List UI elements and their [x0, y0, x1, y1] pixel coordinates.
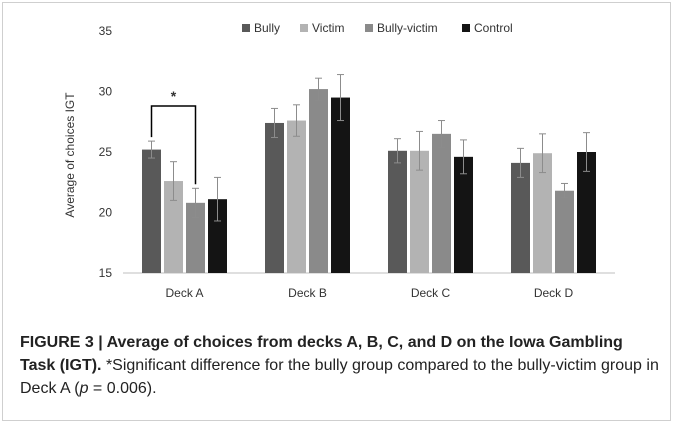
bar	[555, 191, 574, 273]
bar	[142, 150, 161, 273]
chart-legend: Bully Victim Bully-victim Control	[242, 21, 513, 35]
legend-label: Victim	[312, 21, 344, 35]
legend-label: Bully	[254, 21, 280, 35]
bar-chart: 15 20 25 30 35 Deck A Deck B Deck C Deck D * Bul…	[0, 0, 675, 330]
legend-swatch	[365, 24, 373, 32]
y-tick-label: 35	[99, 24, 113, 38]
y-tick-label: 15	[99, 266, 113, 280]
legend-label: Control	[474, 21, 513, 35]
significance-star: *	[171, 88, 177, 104]
bar	[287, 121, 306, 273]
legend-swatch	[300, 24, 308, 32]
y-axis-label: Average of choices IGT	[63, 92, 77, 218]
x-tick-label: Deck C	[411, 286, 451, 300]
bar	[388, 151, 407, 273]
caption-text-end: = 0.006).	[88, 380, 156, 397]
y-tick-label: 20	[99, 206, 113, 220]
y-tick-label: 30	[99, 85, 113, 99]
bar	[511, 163, 530, 273]
chart-bars: *	[142, 75, 596, 273]
bar	[309, 89, 328, 273]
bar	[432, 134, 451, 273]
y-tick-label: 25	[99, 145, 113, 159]
x-tick-label: Deck A	[165, 286, 203, 300]
x-tick-label: Deck B	[288, 286, 327, 300]
legend-label: Bully-victim	[377, 21, 438, 35]
figure-caption: FIGURE 3 | Average of choices from decks…	[20, 331, 660, 400]
bar	[265, 123, 284, 273]
legend-swatch	[462, 24, 470, 32]
legend-swatch	[242, 24, 250, 32]
x-tick-label: Deck D	[534, 286, 574, 300]
bar	[331, 98, 350, 273]
